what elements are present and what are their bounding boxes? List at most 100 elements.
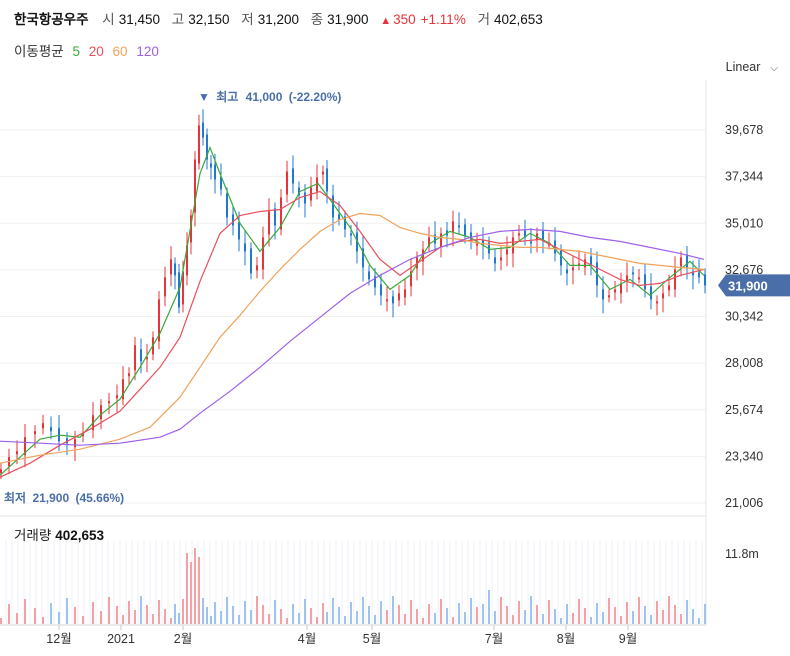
candle-body xyxy=(140,349,142,362)
candle xyxy=(554,227,556,262)
candle-body xyxy=(286,171,288,195)
x-axis: 12월 2021 2월 4월 5월 7월 8월 9월 xyxy=(46,625,637,646)
candle-body xyxy=(170,259,172,275)
volume-bar xyxy=(446,608,448,624)
ma-legend-20[interactable]: 20 xyxy=(88,44,104,59)
ma-legend-120[interactable]: 120 xyxy=(136,44,159,59)
low-value: 21,900 xyxy=(32,491,69,505)
volume-bar xyxy=(50,603,52,624)
candle xyxy=(262,226,264,280)
candle xyxy=(128,367,130,385)
candle-body xyxy=(590,256,592,266)
candle xyxy=(226,187,228,226)
high-pct: (-22.20%) xyxy=(289,90,342,104)
volume-bar xyxy=(298,613,300,624)
candle-body xyxy=(202,122,204,138)
candle xyxy=(122,366,124,406)
volume-bar xyxy=(422,618,424,624)
volume-bar xyxy=(638,597,640,624)
open-value: 31,450 xyxy=(118,12,161,27)
quote-header: 한국항공우주 시 31,450 고 32,150 저 31,200 종 31,900 ▲… xyxy=(0,0,790,34)
candle-body xyxy=(530,241,532,244)
candle-body xyxy=(524,230,526,238)
candle xyxy=(512,231,514,268)
volume-bar xyxy=(572,613,574,624)
volume-bar xyxy=(692,609,694,624)
y-tick-label: 28,008 xyxy=(725,356,763,370)
ma-line-120 xyxy=(0,228,705,446)
ma-legend-5[interactable]: 5 xyxy=(72,44,80,59)
candle-body xyxy=(440,233,442,248)
volume-bar xyxy=(268,614,270,624)
candle xyxy=(566,261,568,286)
volume-bar xyxy=(194,548,196,624)
candle-body xyxy=(542,230,544,240)
volume-bar xyxy=(542,614,544,624)
low-value: 31,200 xyxy=(257,12,299,27)
volume-bar xyxy=(226,597,228,624)
candle-body xyxy=(656,301,658,304)
scale-select[interactable]: Linear ⌵ xyxy=(726,60,778,74)
volume-bar xyxy=(214,602,216,624)
close-label: 종 xyxy=(310,12,324,27)
candle-body xyxy=(494,257,496,264)
volume-bar xyxy=(140,596,142,624)
candle-body xyxy=(116,395,118,399)
candle xyxy=(134,336,136,381)
candle xyxy=(174,257,176,290)
high-label: 고 xyxy=(171,12,185,27)
volume-label: 거 xyxy=(477,12,491,27)
volume-bar xyxy=(122,615,124,624)
ma-legend: 이동평균 5 20 60 120 xyxy=(14,40,164,60)
candle xyxy=(116,384,118,413)
high-annotation: ▼ 최고 41,000 (-22.20%) xyxy=(198,89,341,104)
candle xyxy=(572,256,574,285)
volume-bar xyxy=(262,605,264,624)
candle xyxy=(704,268,706,294)
ma-legend-60[interactable]: 60 xyxy=(112,44,128,59)
volume-bar xyxy=(554,609,556,624)
volume-bar xyxy=(178,613,180,624)
candle xyxy=(146,344,148,373)
volume-bar xyxy=(440,599,442,624)
x-tick-label: 5월 xyxy=(363,632,381,646)
candle-body xyxy=(164,277,166,297)
candle-body xyxy=(280,197,282,230)
volume-bar xyxy=(146,605,148,624)
candle xyxy=(662,284,664,313)
candle-body xyxy=(238,222,240,240)
candle xyxy=(158,290,160,350)
volume-bar xyxy=(202,598,204,624)
candle-body xyxy=(620,283,622,294)
candle-body xyxy=(386,299,388,302)
candle-body xyxy=(470,232,472,240)
candle xyxy=(140,338,142,374)
candle-body xyxy=(134,345,136,371)
candle-body xyxy=(292,168,294,184)
candle xyxy=(392,290,394,318)
candle-body xyxy=(42,423,44,429)
candle xyxy=(542,222,544,254)
candle-body xyxy=(74,439,76,448)
volume-bar xyxy=(322,603,324,624)
candle-body xyxy=(174,263,176,276)
x-tick-label: 4월 xyxy=(298,632,316,646)
candle xyxy=(164,266,166,307)
volume-bar xyxy=(134,610,136,624)
volume-bar xyxy=(494,611,496,624)
volume-bar xyxy=(256,596,258,624)
volume-bar xyxy=(584,608,586,624)
volume-bar xyxy=(500,597,502,624)
volume-bar xyxy=(374,615,376,624)
volume-bar xyxy=(458,603,460,624)
candle-body xyxy=(186,245,188,276)
volume-bars xyxy=(0,548,706,624)
candle xyxy=(206,128,208,170)
volume-bar xyxy=(16,613,18,624)
high-marker: ▼ xyxy=(198,90,210,104)
high-value: 41,000 xyxy=(246,90,283,104)
candle-body xyxy=(256,265,258,271)
candle-body xyxy=(244,243,246,252)
volume-bar xyxy=(548,600,550,624)
